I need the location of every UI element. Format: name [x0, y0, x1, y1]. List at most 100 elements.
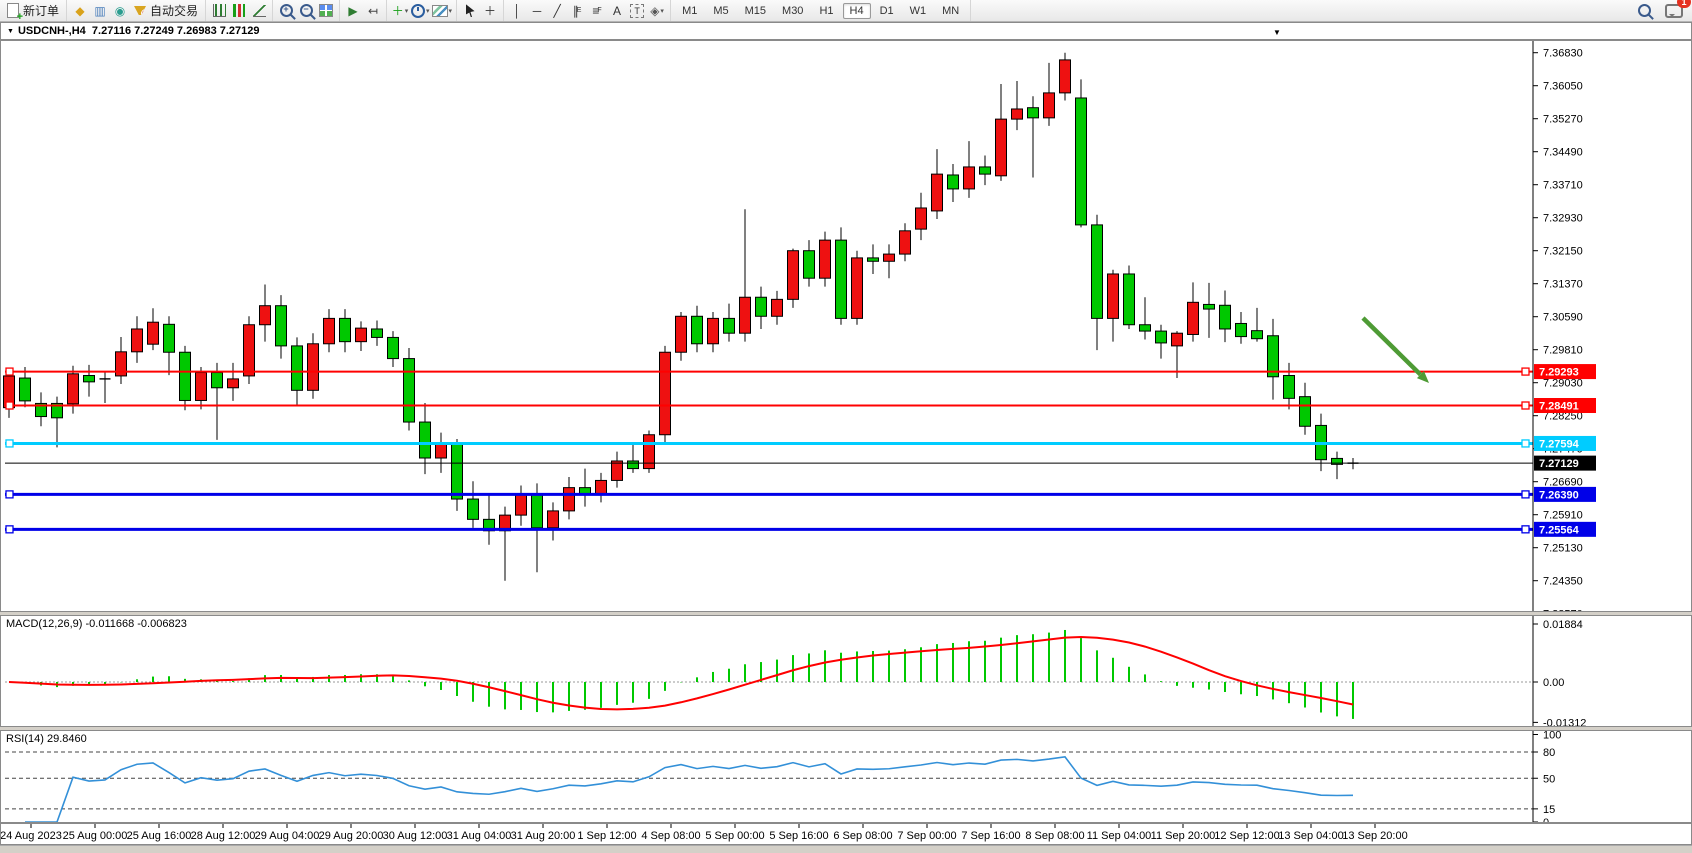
hline-anchor[interactable] [5, 490, 14, 499]
timeframe-group: M1 M5 M15 M30 H1 H4 D1 W1 MN [671, 0, 972, 21]
new-order-button[interactable]: 新订单 [3, 2, 63, 23]
line-chart-icon[interactable] [250, 2, 268, 20]
vertical-line-icon[interactable]: │ [508, 2, 526, 20]
candle-body [419, 421, 431, 459]
candle-body [1139, 324, 1151, 332]
candle-body [723, 317, 735, 334]
timeframe-w1[interactable]: W1 [909, 4, 927, 17]
time-axis-label: 24 Aug 2023 [1, 830, 62, 842]
candle-body [243, 324, 255, 377]
timeframe-m1[interactable]: M1 [682, 4, 698, 17]
timeframe-d1[interactable]: D1 [879, 4, 894, 17]
chart-shift-icon[interactable]: ↤ [364, 2, 382, 20]
market-watch-icon[interactable]: ◆ [71, 2, 89, 20]
price-badge [1534, 435, 1596, 451]
chart-collapse-icon[interactable]: ▼ [7, 28, 14, 35]
hline-anchor[interactable] [1521, 367, 1530, 376]
time-axis-label: 31 Aug 20:00 [511, 830, 576, 842]
candlestick-chart[interactable]: 7.36830 7.36050 7.35270 7.34490 7.33710 7.329… [1, 41, 1691, 611]
notifications-icon[interactable]: 1 [1665, 0, 1691, 20]
macd-pane[interactable]: MACD(12,26,9) -0.011668 -0.006823 0.0188… [0, 615, 1692, 727]
timeframe-m30[interactable]: M30 [782, 4, 804, 17]
arrow-annotation[interactable] [1361, 316, 1423, 377]
trendline-icon[interactable]: ╱ [548, 2, 566, 20]
macd-values: -0.011668 -0.006823 [85, 618, 187, 630]
rsi-line [25, 756, 1354, 822]
time-axis-label: 7 Sep 00:00 [897, 830, 956, 842]
arrows-icon-dropdown[interactable]: ▾ [660, 7, 664, 15]
price-chart-pane[interactable]: 7.36830 7.36050 7.35270 7.34490 7.33710 7.329… [0, 40, 1692, 612]
candle-body [643, 434, 655, 470]
candle-body [899, 230, 911, 255]
candle-body [211, 372, 223, 389]
candle-body [739, 296, 751, 334]
indicators-icon-dropdown[interactable]: ▾ [404, 7, 409, 15]
crosshair-icon[interactable]: ＋ [481, 2, 499, 20]
periods-icon-dropdown[interactable]: ▾ [426, 7, 430, 15]
candle-body [707, 317, 719, 345]
autotrading-button[interactable]: 自动交易 [130, 2, 202, 20]
templates-icon-dropdown[interactable]: ▾ [448, 7, 453, 15]
toolbar: 新订单◆▥◉自动交易▶↤＋▾▾▾＋│─╱∥E≡FA◈▾M1M5M15M30H1H… [0, 0, 1692, 23]
timeframe-h1[interactable]: H1 [819, 4, 834, 17]
candle-body [51, 402, 63, 419]
timeframe-mn[interactable]: MN [942, 4, 960, 17]
auto-scroll-icon[interactable]: ▶ [344, 2, 362, 20]
time-axis[interactable]: 24 Aug 2023 25 Aug 00:00 25 Aug 16:00 28 Au… [0, 823, 1692, 845]
chart-menu-icon[interactable]: ▼ [1273, 28, 1281, 37]
arrow-annotation-head[interactable] [1416, 371, 1429, 383]
toolbar-group [273, 0, 341, 21]
hline-anchor[interactable] [1521, 525, 1530, 534]
price-badge [1534, 455, 1596, 471]
candlestick-chart-icon[interactable] [230, 2, 248, 20]
candle-body [547, 510, 559, 529]
hline-anchor[interactable] [1521, 401, 1530, 410]
trendline-icon: ╱ [553, 3, 561, 18]
hline-anchor[interactable] [5, 525, 14, 534]
hline-anchor[interactable] [1521, 439, 1530, 448]
signals-icon[interactable]: ◉ [111, 2, 129, 20]
cursor-icon[interactable] [461, 2, 479, 20]
data-window-icon[interactable]: ▥ [91, 2, 109, 20]
hline-anchor[interactable] [1521, 490, 1530, 499]
market-watch-icon: ◆ [75, 3, 85, 18]
candle-body [595, 479, 607, 495]
timeframe-h4[interactable]: H4 [842, 2, 871, 19]
equidistant-channel-icon[interactable]: ∥ E [568, 2, 586, 20]
toolbar-group: ＋ ▾ ▾ ▾ [387, 0, 458, 21]
chart-title-bar[interactable]: ▼ USDCNH-,H4 7.27116 7.27249 7.26983 7.27… [0, 22, 1692, 40]
fibonacci-icon[interactable]: ≡ F [588, 2, 606, 20]
price-axis-label: 7.30590 [1543, 312, 1583, 324]
horizontal-line-icon[interactable]: ─ [528, 2, 546, 20]
zoom-out-icon[interactable] [297, 2, 315, 20]
hline-anchor[interactable] [5, 367, 14, 376]
time-axis-label: 12 Sep 12:00 [1214, 830, 1279, 842]
hline-anchor[interactable] [5, 439, 14, 448]
candle-body [851, 257, 863, 319]
bar-chart-icon[interactable] [210, 2, 228, 20]
candle-body [611, 460, 623, 481]
autotrading-button-icon [134, 6, 147, 15]
candle-body [691, 315, 703, 345]
candle-body [147, 321, 159, 345]
search-icon[interactable] [1635, 2, 1653, 20]
tile-windows-icon[interactable] [317, 2, 335, 20]
timeframe-m5[interactable]: M5 [713, 4, 729, 17]
periods-icon[interactable]: ▾ [411, 2, 430, 20]
text-icon[interactable]: A [608, 2, 626, 20]
arrows-icon[interactable]: ◈ ▾ [648, 2, 666, 20]
timeframe-m15[interactable]: M15 [744, 4, 767, 17]
zoom-in-icon[interactable] [277, 2, 295, 20]
indicators-icon[interactable]: ＋ ▾ [391, 2, 409, 20]
macd-chart: 0.01884 0.00 -0.01312 [5, 616, 1586, 726]
time-axis-label: 28 Aug 12:00 [191, 830, 256, 842]
price-axis-label: 7.23570 [1543, 609, 1583, 611]
templates-icon[interactable]: ▾ [431, 2, 453, 20]
candle-body [1059, 59, 1071, 94]
rsi-pane[interactable]: RSI(14) 29.8460 100 80 50 150 [0, 730, 1692, 823]
text-label-icon[interactable] [628, 2, 646, 20]
candle-body [227, 378, 239, 389]
horizontal-line-icon: ─ [532, 3, 542, 18]
hline-anchor[interactable] [5, 401, 14, 410]
time-axis-label: 8 Sep 08:00 [1025, 830, 1084, 842]
